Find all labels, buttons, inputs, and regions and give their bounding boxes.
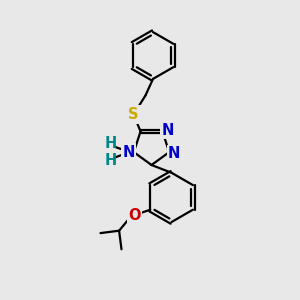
Text: N: N bbox=[161, 123, 174, 138]
Text: H: H bbox=[105, 153, 117, 168]
Text: S: S bbox=[128, 107, 139, 122]
Text: N: N bbox=[122, 145, 135, 160]
Text: H: H bbox=[105, 136, 117, 151]
Text: N: N bbox=[168, 146, 181, 161]
Text: O: O bbox=[128, 208, 141, 223]
